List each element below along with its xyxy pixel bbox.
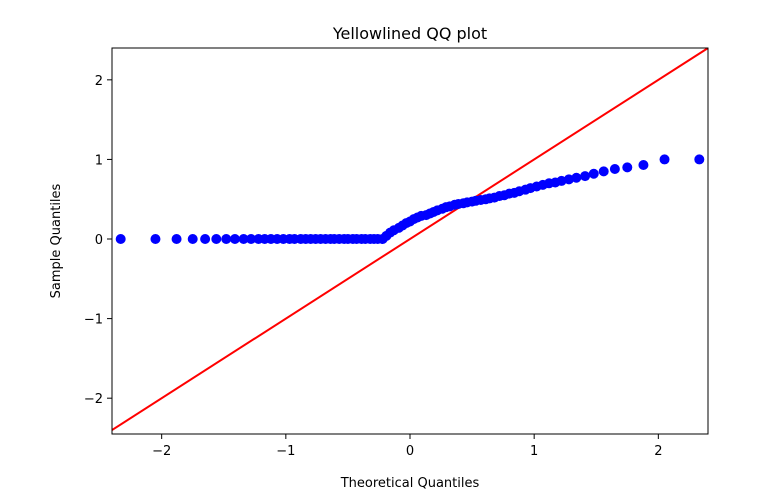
data-point	[580, 171, 591, 182]
data-point	[238, 234, 249, 245]
x-tick-label: 1	[530, 444, 538, 459]
y-tick-label: 2	[95, 74, 103, 89]
x-tick-label: −1	[276, 444, 295, 459]
data-point	[229, 234, 240, 245]
x-axis-ticks: −2 −1 0 1 2	[152, 434, 662, 459]
y-tick-label: 1	[95, 153, 103, 168]
x-axis-title: Theoretical Quantiles	[340, 476, 480, 491]
reference-line	[112, 48, 708, 431]
data-point	[200, 234, 211, 245]
x-tick-label: 2	[654, 444, 662, 459]
y-tick-label: 0	[95, 233, 103, 248]
data-point	[588, 168, 599, 179]
data-point	[115, 234, 126, 245]
data-point	[622, 162, 633, 173]
data-point	[221, 234, 232, 245]
y-axis-ticks: −2 −1 0 1 2	[84, 74, 112, 407]
plot-area	[112, 48, 708, 431]
data-point	[659, 154, 670, 165]
x-tick-label: 0	[406, 444, 414, 459]
data-point	[694, 154, 705, 165]
data-point	[171, 234, 182, 245]
x-tick-label: −2	[152, 444, 171, 459]
y-tick-label: −2	[84, 392, 103, 407]
data-point	[571, 172, 582, 183]
y-tick-label: −1	[84, 313, 103, 328]
data-point	[187, 234, 198, 245]
data-point	[556, 175, 567, 186]
data-point	[638, 159, 649, 170]
data-point	[150, 234, 161, 245]
y-axis-title: Sample Quantiles	[49, 183, 64, 298]
data-point	[211, 234, 222, 245]
data-point	[609, 163, 620, 174]
data-point	[563, 174, 574, 185]
data-point	[246, 234, 257, 245]
chart-title: Yellowlined QQ plot	[332, 24, 487, 43]
data-point	[598, 166, 609, 177]
data-points	[115, 154, 705, 245]
